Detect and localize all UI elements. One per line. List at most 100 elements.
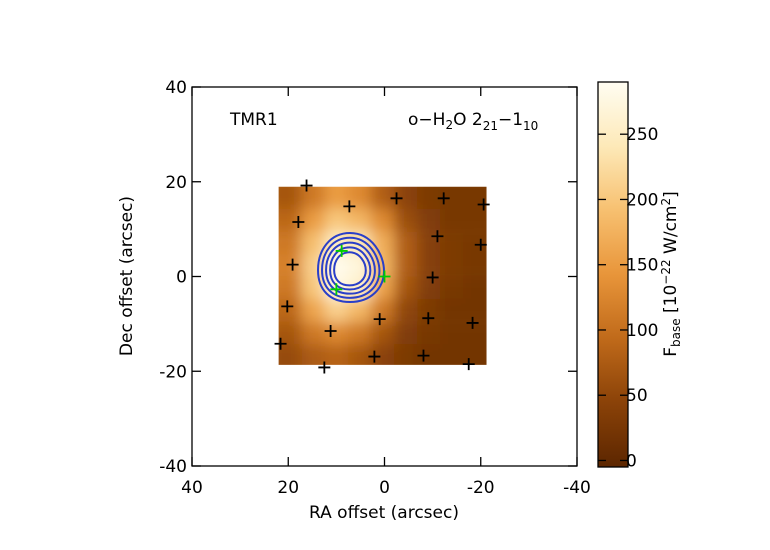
position-cross xyxy=(281,300,294,313)
y-tick-label: 40 xyxy=(165,78,187,98)
position-cross xyxy=(422,312,435,325)
heat-cell xyxy=(394,299,418,322)
cb-label-part: F xyxy=(661,347,681,357)
heat-cell xyxy=(440,231,464,255)
heat-cell xyxy=(324,186,349,210)
contour xyxy=(326,243,375,294)
heat-cell xyxy=(301,231,326,255)
cb-label-part: −22 xyxy=(659,259,673,284)
cb-label-part: ] xyxy=(661,191,681,198)
heat-cell xyxy=(278,344,303,365)
position-cross xyxy=(286,258,299,271)
x-axis-label: RA offset (arcsec) xyxy=(309,503,459,523)
position-cross xyxy=(318,361,331,374)
contour xyxy=(318,233,384,302)
heat-cell xyxy=(301,321,326,345)
heat-cell xyxy=(371,186,395,210)
cb-label-part: W/cm xyxy=(661,206,681,260)
heat-cell xyxy=(278,299,303,322)
heat-cell xyxy=(417,186,441,210)
x-tick-label: 0 xyxy=(379,478,390,498)
title-part: 21 xyxy=(483,119,498,133)
y-tick-label: -40 xyxy=(159,457,187,477)
heat-cell xyxy=(347,299,372,322)
heat-cell xyxy=(324,299,349,322)
position-cross xyxy=(466,316,479,329)
heat-cell xyxy=(278,231,303,255)
cb-label-part: 2 xyxy=(659,198,673,206)
highlight-cross xyxy=(378,270,391,283)
source-label: TMR1 xyxy=(229,110,278,130)
x-tick-label: 20 xyxy=(277,478,299,498)
heat-cell xyxy=(417,231,441,255)
title-part: O 2 xyxy=(453,110,483,130)
heat-cell xyxy=(394,344,418,365)
highlight-cross xyxy=(335,244,348,257)
heat-cell xyxy=(440,186,464,210)
position-cross xyxy=(274,337,287,350)
position-cross xyxy=(343,200,356,213)
heat-cell xyxy=(440,344,464,365)
heat-cell xyxy=(278,321,303,345)
colorbar xyxy=(597,81,629,468)
position-cross xyxy=(417,349,430,362)
heat-cell xyxy=(278,186,303,210)
colorbar-tick-label: 100 xyxy=(626,321,658,341)
position-cross xyxy=(373,313,386,326)
position-cross xyxy=(300,179,313,192)
heat-cell xyxy=(347,321,372,345)
heat-cell xyxy=(463,231,487,255)
position-cross xyxy=(431,230,444,243)
heat-cell xyxy=(347,186,372,210)
position-cross xyxy=(426,271,439,284)
heat-cell xyxy=(394,186,418,210)
heat-cell xyxy=(417,299,441,322)
heat-cell xyxy=(463,208,487,232)
position-cross xyxy=(474,238,487,251)
heat-cell xyxy=(301,344,326,365)
heat-cell xyxy=(278,208,303,232)
colorbar-tick-label: 0 xyxy=(626,451,637,471)
heat-cell xyxy=(347,208,372,232)
highlight-cross xyxy=(330,283,343,296)
heat-cell xyxy=(440,321,464,345)
colorbar-tick-label: 200 xyxy=(626,190,658,210)
x-tick-label: -40 xyxy=(563,478,591,498)
contour xyxy=(334,252,366,285)
position-cross xyxy=(292,216,305,229)
heat-cell xyxy=(371,208,395,232)
heat-cell xyxy=(417,321,441,345)
position-cross xyxy=(462,358,475,371)
markers xyxy=(274,179,490,374)
heat-cell xyxy=(301,208,326,232)
position-cross xyxy=(477,198,490,211)
title-part: o−H xyxy=(408,110,445,130)
heat-cell xyxy=(394,208,418,232)
heat-cell xyxy=(371,344,395,365)
heat-cell xyxy=(417,276,441,300)
heat-cell xyxy=(324,321,349,345)
heat-cell xyxy=(463,253,487,277)
x-tick-label: -20 xyxy=(467,478,495,498)
contour xyxy=(330,247,370,289)
colorbar-tick-label: 150 xyxy=(626,256,658,276)
position-cross xyxy=(437,192,450,205)
x-tick-label: 40 xyxy=(181,478,203,498)
heat-cell xyxy=(440,276,464,300)
heat-cell xyxy=(440,253,464,277)
heat-cell xyxy=(278,276,303,300)
heat-cell xyxy=(440,299,464,322)
contour xyxy=(322,238,379,298)
heat-cell xyxy=(417,208,441,232)
heat-cell xyxy=(463,299,487,322)
title-part: 2 xyxy=(445,118,453,132)
colorbar-tick-label: 250 xyxy=(626,125,658,145)
heat-cell xyxy=(301,299,326,322)
heat-cell xyxy=(394,276,418,300)
position-cross xyxy=(390,192,403,205)
heat-cell xyxy=(463,321,487,345)
line-label: o−H2O 221−110 xyxy=(408,110,538,133)
contours xyxy=(318,233,384,302)
